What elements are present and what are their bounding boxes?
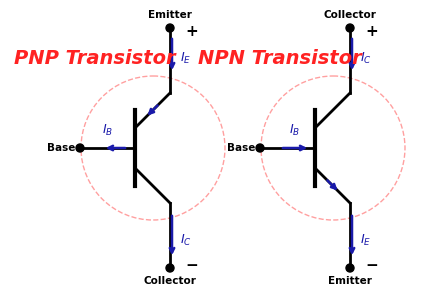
Text: $I_C$: $I_C$: [180, 233, 191, 248]
Circle shape: [345, 24, 353, 32]
Text: +: +: [185, 23, 198, 38]
Text: Base: Base: [226, 143, 254, 153]
Text: Collector: Collector: [323, 10, 375, 20]
Text: Emitter: Emitter: [327, 276, 371, 286]
Circle shape: [76, 144, 84, 152]
Text: Base: Base: [46, 143, 75, 153]
Text: $I_B$: $I_B$: [289, 123, 300, 138]
Circle shape: [166, 264, 173, 272]
Text: −: −: [185, 258, 198, 272]
Circle shape: [166, 24, 173, 32]
Text: Collector: Collector: [143, 276, 196, 286]
Circle shape: [345, 264, 353, 272]
Text: PNP Transistor: PNP Transistor: [14, 49, 175, 67]
Text: NPN Transistor: NPN Transistor: [198, 49, 361, 67]
Text: +: +: [365, 23, 378, 38]
Text: $I_B$: $I_B$: [102, 123, 113, 138]
Text: −: −: [365, 258, 378, 272]
Text: $I_C$: $I_C$: [359, 50, 371, 66]
Text: $I_E$: $I_E$: [180, 50, 191, 66]
Circle shape: [255, 144, 263, 152]
Text: $I_E$: $I_E$: [359, 233, 371, 248]
Text: Emitter: Emitter: [148, 10, 191, 20]
